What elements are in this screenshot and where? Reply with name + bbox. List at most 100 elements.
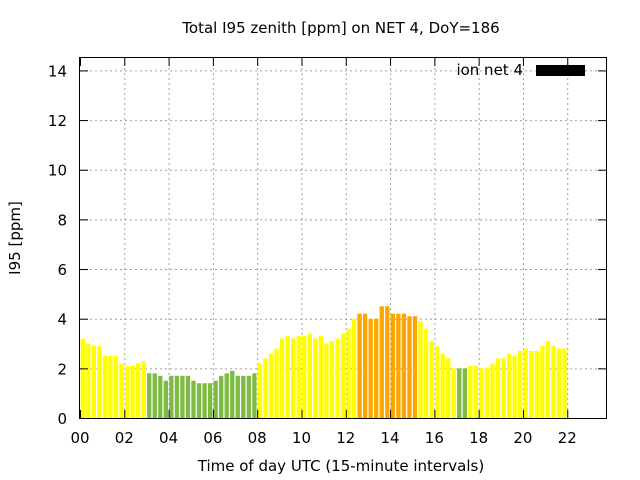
bar (551, 346, 556, 418)
y-tick-label: 2 (57, 360, 67, 378)
bar (495, 358, 501, 418)
bar (191, 380, 196, 418)
bar (407, 316, 412, 418)
bar (130, 365, 135, 418)
bar (429, 341, 434, 418)
bar (468, 365, 473, 418)
bar (241, 375, 246, 418)
bar (440, 353, 445, 418)
bar (374, 318, 379, 418)
bar (396, 313, 401, 418)
bar (351, 318, 357, 418)
bar (506, 353, 512, 418)
grid (80, 58, 606, 418)
y-tick-label: 14 (48, 62, 67, 80)
bar (174, 375, 180, 418)
x-tick-label: 02 (115, 429, 134, 447)
bar (119, 363, 124, 418)
bar (169, 375, 174, 418)
bar (473, 365, 479, 418)
bar (457, 368, 462, 418)
bar (219, 375, 224, 418)
bar (263, 358, 268, 418)
bar (124, 365, 130, 418)
bar (340, 333, 346, 418)
x-tick-label: 12 (336, 429, 355, 447)
bar (141, 360, 146, 418)
bar (230, 370, 235, 418)
bar (462, 368, 467, 418)
bar (501, 358, 506, 418)
legend-swatch (536, 65, 585, 76)
bar (257, 363, 263, 418)
bar (484, 368, 490, 418)
bar (379, 306, 384, 418)
bar (390, 313, 395, 418)
bar (158, 375, 163, 418)
bar (91, 346, 96, 418)
bar (108, 355, 113, 418)
bar (86, 343, 91, 418)
bar (135, 363, 141, 418)
bar (512, 355, 517, 418)
bar (252, 373, 257, 418)
x-tick-label: 04 (159, 429, 178, 447)
y-axis-label: I95 [ppm] (6, 201, 24, 275)
bar (545, 341, 551, 418)
x-axis-label: Time of day UTC (15-minute intervals) (197, 457, 484, 475)
bar (202, 383, 207, 418)
x-tick-label: 10 (292, 429, 311, 447)
bar (246, 375, 252, 418)
chart-title: Total I95 zenith [ppm] on NET 4, DoY=186 (181, 19, 499, 37)
bar (296, 336, 301, 418)
bar (147, 373, 152, 418)
bar (490, 363, 495, 418)
y-tick-label: 6 (57, 261, 67, 279)
x-tick-labels: 00 02 04 06 08 10 12 14 16 18 20 22 (70, 429, 576, 447)
x-tick-label: 14 (381, 429, 400, 447)
bar (163, 380, 168, 418)
bar (224, 373, 229, 418)
y-tick-label: 10 (48, 162, 67, 180)
bar (446, 358, 451, 418)
bar (291, 338, 296, 418)
x-tick-label: 16 (425, 429, 444, 447)
bar (268, 353, 274, 418)
bar (207, 383, 213, 418)
bar (285, 336, 290, 418)
plot-frame (79, 57, 607, 419)
bar (385, 306, 390, 418)
bars (80, 306, 567, 418)
y-tick-label: 4 (57, 311, 67, 329)
x-tick-label: 08 (248, 429, 267, 447)
bar (434, 346, 440, 418)
bar (423, 328, 429, 418)
bar (329, 341, 335, 418)
bar (97, 346, 102, 418)
bar (529, 350, 534, 418)
bar (80, 338, 85, 418)
bar (534, 350, 539, 418)
x-tick-label: 22 (558, 429, 577, 447)
x-tick-label: 18 (469, 429, 488, 447)
bar (152, 373, 157, 418)
x-tick-label: 06 (203, 429, 222, 447)
bar (302, 336, 307, 418)
y-tick-label: 0 (57, 410, 67, 428)
bar (113, 355, 119, 418)
bar (518, 350, 523, 418)
bar (412, 316, 418, 418)
bar (324, 343, 329, 418)
legend: ion net 4 (456, 61, 585, 79)
bar (180, 375, 185, 418)
legend-label: ion net 4 (456, 61, 523, 79)
bar (274, 348, 279, 418)
bar (562, 348, 567, 418)
bar (418, 321, 423, 418)
bar (451, 368, 456, 418)
bar (540, 346, 545, 418)
x-tick-label: 20 (513, 429, 532, 447)
bar (196, 383, 202, 418)
bar (368, 318, 373, 418)
